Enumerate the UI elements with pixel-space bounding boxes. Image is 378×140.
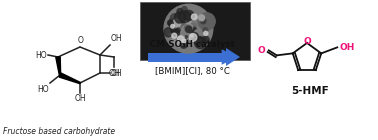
Circle shape [173,29,180,36]
Circle shape [198,13,215,30]
Circle shape [194,37,206,49]
Bar [148,52,228,61]
Circle shape [200,18,206,24]
Circle shape [186,26,192,32]
Circle shape [204,31,208,35]
Circle shape [191,23,197,29]
Circle shape [186,27,190,32]
Text: OH: OH [339,43,355,52]
Circle shape [182,8,186,12]
Circle shape [177,9,183,14]
Circle shape [173,19,181,27]
Circle shape [190,27,196,33]
Polygon shape [226,48,240,66]
Circle shape [176,39,185,49]
Circle shape [175,12,186,23]
Circle shape [182,39,186,43]
Text: CM-SO₃H catalyst: CM-SO₃H catalyst [150,40,234,49]
Circle shape [178,36,184,42]
Text: O: O [78,36,84,45]
Circle shape [187,38,191,41]
Bar [140,2,250,60]
Circle shape [203,28,208,32]
Circle shape [184,16,192,24]
Circle shape [177,40,183,47]
Circle shape [190,34,193,37]
Text: [BMIM][Cl], 80 °C: [BMIM][Cl], 80 °C [155,67,229,76]
Circle shape [180,25,184,29]
Circle shape [164,28,173,37]
Circle shape [170,14,180,23]
Text: OH: OH [111,68,122,78]
Circle shape [169,19,177,28]
Polygon shape [56,57,60,75]
Text: Fructose based carbohydrate: Fructose based carbohydrate [3,127,115,136]
Circle shape [195,30,200,35]
Circle shape [195,37,203,45]
Circle shape [184,10,194,21]
Circle shape [171,28,175,33]
Circle shape [179,30,181,32]
Text: OH: OH [74,94,86,103]
Circle shape [182,36,189,43]
Circle shape [201,40,204,44]
Text: HO: HO [36,51,47,60]
Circle shape [174,32,177,37]
Circle shape [191,31,196,36]
Circle shape [169,34,172,37]
Circle shape [195,40,199,45]
Circle shape [189,27,197,35]
Circle shape [189,13,192,16]
Circle shape [171,24,174,28]
Circle shape [198,15,204,21]
Circle shape [170,40,175,44]
Circle shape [191,42,194,45]
Text: O: O [303,37,311,46]
Circle shape [177,21,184,28]
Circle shape [203,36,209,43]
Circle shape [190,33,198,41]
Circle shape [186,24,193,31]
Circle shape [186,27,189,30]
Circle shape [191,14,197,20]
Circle shape [164,4,213,53]
Circle shape [179,11,191,23]
Circle shape [176,20,180,23]
Circle shape [184,25,191,32]
Circle shape [179,34,184,40]
Circle shape [180,41,187,48]
Circle shape [182,36,185,39]
Circle shape [176,28,180,32]
Text: HO: HO [37,85,49,94]
Circle shape [182,7,187,12]
Text: O: O [258,46,266,55]
Circle shape [189,34,197,41]
Text: 5-HMF: 5-HMF [291,86,329,96]
Text: OH: OH [111,34,122,43]
Circle shape [183,26,188,31]
Circle shape [172,33,177,38]
Text: OH: OH [108,69,120,78]
Circle shape [181,21,184,25]
Polygon shape [59,73,80,84]
Circle shape [167,20,173,26]
